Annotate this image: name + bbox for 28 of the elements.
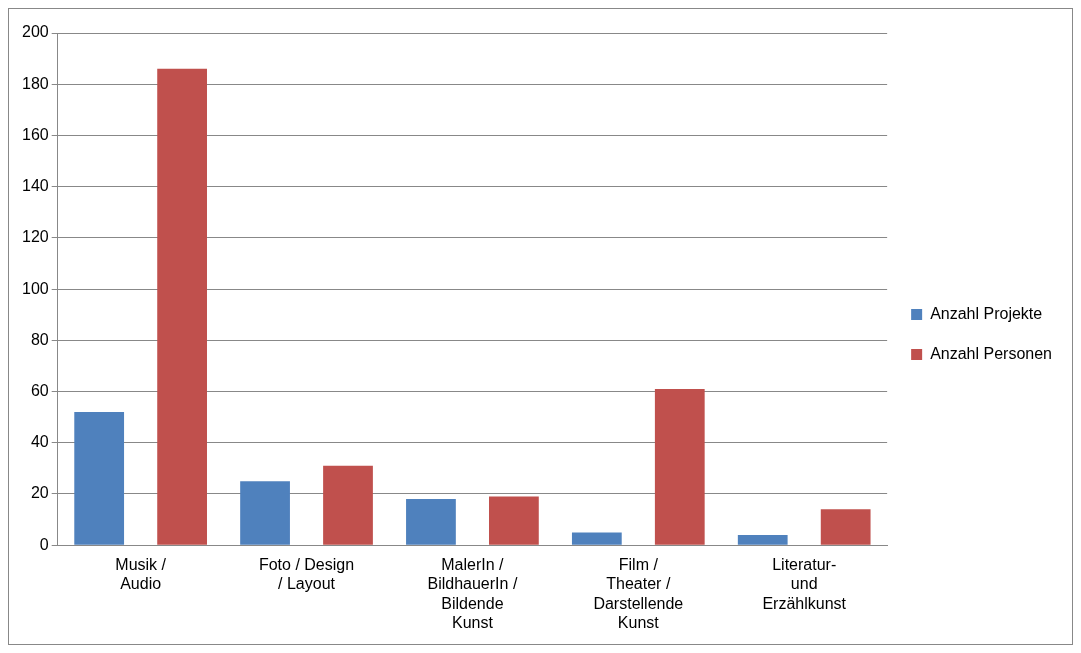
y-tick-label: 40 xyxy=(30,433,49,451)
x-tick-label: MalerIn / BildhauerIn / Bildende Kunst xyxy=(427,556,518,631)
bar xyxy=(820,509,871,545)
x-tick-label: Foto / Design / Layout xyxy=(258,556,355,593)
bar xyxy=(240,481,290,545)
y-tick-label: 80 xyxy=(30,330,49,348)
legend-label: Anzahl Projekte xyxy=(930,304,1043,322)
y-tick-label: 60 xyxy=(30,381,49,399)
bar xyxy=(489,496,539,545)
y-tick-label: 100 xyxy=(21,279,49,297)
bar xyxy=(737,534,788,545)
x-tick-label: Musik / Audio xyxy=(115,556,167,593)
y-tick-label: 120 xyxy=(21,228,49,246)
bar xyxy=(406,499,456,545)
legend-label: Anzahl Personen xyxy=(930,344,1052,362)
x-tick-label: Film / Theater / Darstellende Kunst xyxy=(593,556,684,631)
y-tick-label: 20 xyxy=(30,484,49,502)
y-tick-label: 200 xyxy=(21,23,49,41)
bar xyxy=(654,388,705,545)
y-tick-label: 160 xyxy=(21,125,49,143)
bar xyxy=(571,532,622,545)
y-tick-label: 140 xyxy=(21,177,49,195)
bar xyxy=(157,68,207,545)
y-tick-label: 180 xyxy=(21,74,49,92)
bar xyxy=(323,465,373,545)
bar xyxy=(74,412,125,545)
y-tick-label: 0 xyxy=(39,535,49,553)
x-tick-label: Literatur- und Erzählkunst xyxy=(762,556,847,612)
